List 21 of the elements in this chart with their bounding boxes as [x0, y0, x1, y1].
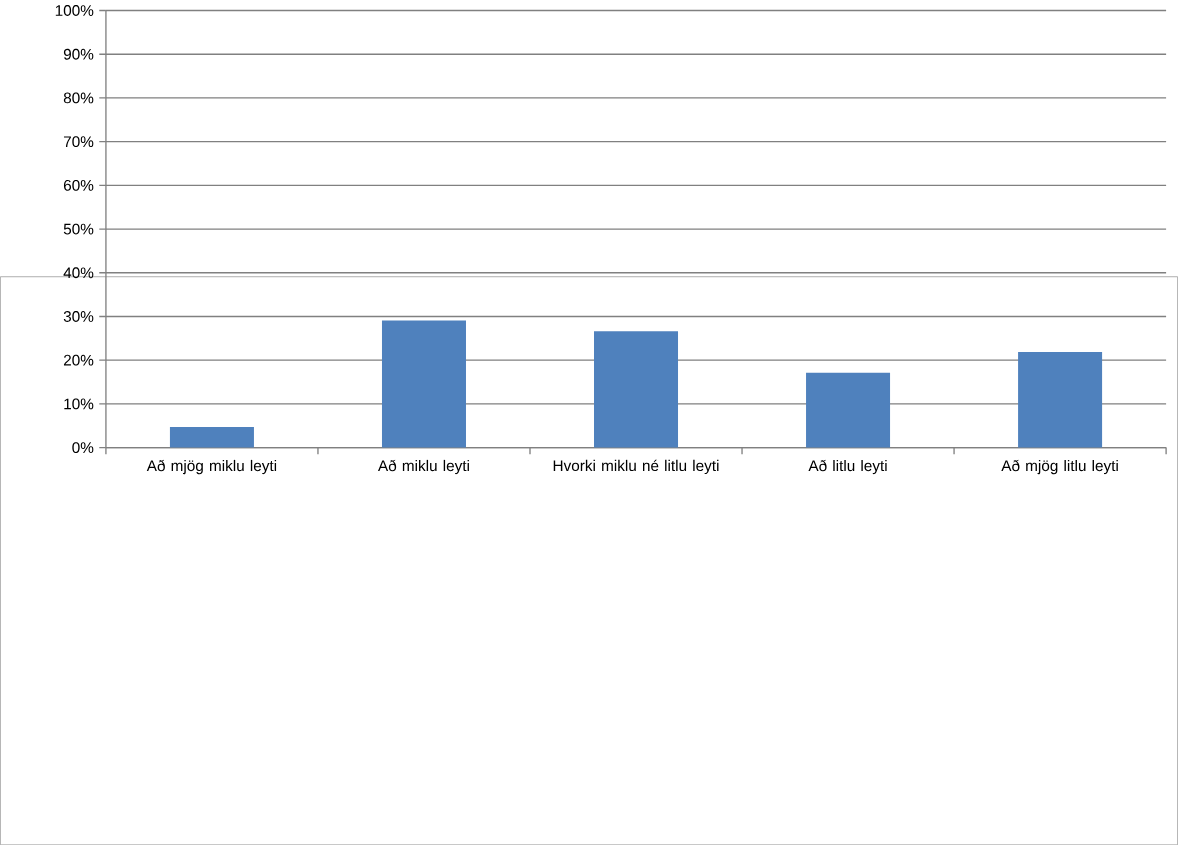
- x-tick-label: Að mjög miklu leyti: [146, 459, 277, 475]
- y-tick-label: 30%: [63, 310, 94, 322]
- y-tick-label: 80%: [63, 92, 94, 104]
- bar: [806, 372, 891, 448]
- y-tick-label: 50%: [63, 223, 94, 235]
- bar: [169, 426, 254, 448]
- x-tick-label: Að mjög litlu leyti: [1001, 459, 1118, 475]
- x-tick-label: Að miklu leyti: [377, 459, 469, 475]
- bar: [594, 331, 679, 448]
- y-tick-label: 90%: [63, 48, 94, 60]
- x-tick-label: Hvorki miklu né litlu leyti: [553, 459, 719, 475]
- y-tick-label: 10%: [64, 398, 94, 410]
- y-tick-label: 20%: [63, 354, 94, 366]
- y-tick-label: 70%: [63, 136, 94, 147]
- y-tick-label: 0%: [72, 442, 94, 453]
- y-tick-label: 40%: [63, 267, 94, 279]
- x-tick-label: Að litlu leyti: [808, 459, 887, 475]
- y-tick-label: 60%: [63, 179, 94, 191]
- y-tick-label: 100%: [55, 4, 94, 16]
- bar: [381, 320, 466, 448]
- bar: [1018, 351, 1103, 448]
